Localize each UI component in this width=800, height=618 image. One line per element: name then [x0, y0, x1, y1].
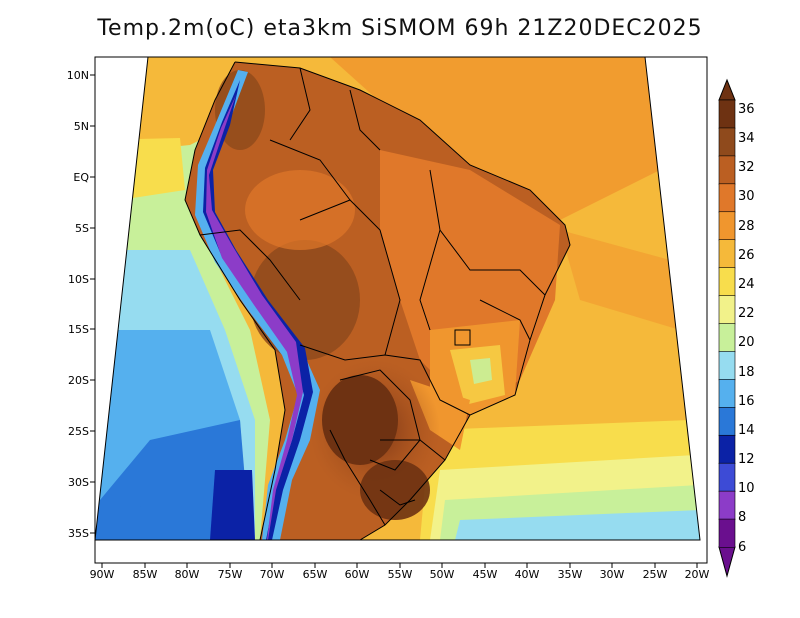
plot-frame	[94, 56, 708, 564]
map-title: Temp.2m(oC) eta3km SiSMOM 69h 21Z20DEC20…	[97, 16, 703, 41]
latitude-axis: 10N 5N EQ 5S 10S 15S 20S 25S 30S 35S	[67, 69, 95, 540]
colorbar-segment	[718, 323, 736, 353]
temperature-field	[95, 57, 700, 540]
lat-label: 5N	[74, 120, 89, 133]
lon-label: 70W	[260, 568, 285, 581]
colorbar-label: 12	[738, 452, 755, 467]
colorbar-label: 22	[738, 306, 755, 321]
colorbar-segment	[718, 490, 736, 520]
colorbar-segment	[718, 407, 736, 437]
colorbar-label: 20	[738, 335, 755, 350]
lon-label: 35W	[558, 568, 583, 581]
lon-label: 55W	[388, 568, 413, 581]
coastlines-and-borders	[184, 61, 571, 540]
longitude-axis: 90W 85W 80W 75W 70W 65W 60W 55W 50W 45W …	[90, 563, 710, 581]
colorbar-label: 30	[738, 189, 755, 204]
colorbar-segment	[718, 239, 736, 269]
lon-label: 90W	[90, 568, 115, 581]
colorbar-segment	[718, 127, 736, 157]
lon-label: 75W	[218, 568, 243, 581]
lon-label: 20W	[685, 568, 710, 581]
colorbar-segment	[718, 211, 736, 241]
lon-label: 80W	[175, 568, 200, 581]
colorbar-segment	[718, 267, 736, 297]
lon-label: 40W	[515, 568, 540, 581]
colorbar-segment	[718, 518, 736, 548]
colorbar-label: 16	[738, 394, 755, 409]
colorbar-label: 10	[738, 481, 755, 496]
colorbar-label: 34	[738, 131, 755, 146]
colorbar-segment	[718, 155, 736, 185]
colorbar-label: 32	[738, 160, 755, 175]
colorbar-segment	[718, 99, 736, 129]
lat-label: EQ	[73, 171, 89, 184]
colorbar-label: 14	[738, 423, 755, 438]
lat-label: 10S	[68, 273, 89, 286]
colorbar-segment	[718, 434, 736, 464]
lat-label: 35S	[68, 527, 89, 540]
lat-label: 30S	[68, 476, 89, 489]
colorbar-segment	[718, 295, 736, 325]
colorbar-top-arrow	[718, 78, 736, 101]
lat-label: 20S	[68, 374, 89, 387]
colorbar: 36 34 32 30 28 26 24 22 20 18 16 14 12 1…	[718, 78, 755, 578]
lon-label: 50W	[430, 568, 455, 581]
lat-label: 25S	[68, 425, 89, 438]
colorbar-label: 36	[738, 102, 755, 117]
lon-label: 45W	[473, 568, 498, 581]
colorbar-label: 18	[738, 365, 755, 380]
colorbar-segment	[718, 183, 736, 213]
colorbar-label: 8	[738, 510, 746, 525]
lat-label: 5S	[75, 222, 89, 235]
colorbar-segment	[718, 462, 736, 492]
lon-label: 85W	[133, 568, 158, 581]
lon-label: 30W	[600, 568, 625, 581]
lon-label: 25W	[643, 568, 668, 581]
lon-label: 65W	[303, 568, 328, 581]
lon-label: 60W	[345, 568, 370, 581]
colorbar-segment	[718, 379, 736, 409]
colorbar-label: 24	[738, 277, 755, 292]
colorbar-bottom-arrow	[718, 546, 736, 578]
colorbar-label: 26	[738, 248, 755, 263]
lat-label: 10N	[67, 69, 89, 82]
colorbar-label: 28	[738, 219, 755, 234]
colorbar-label: 6	[738, 540, 746, 555]
colorbar-segment	[718, 351, 736, 381]
lat-label: 15S	[68, 323, 89, 336]
